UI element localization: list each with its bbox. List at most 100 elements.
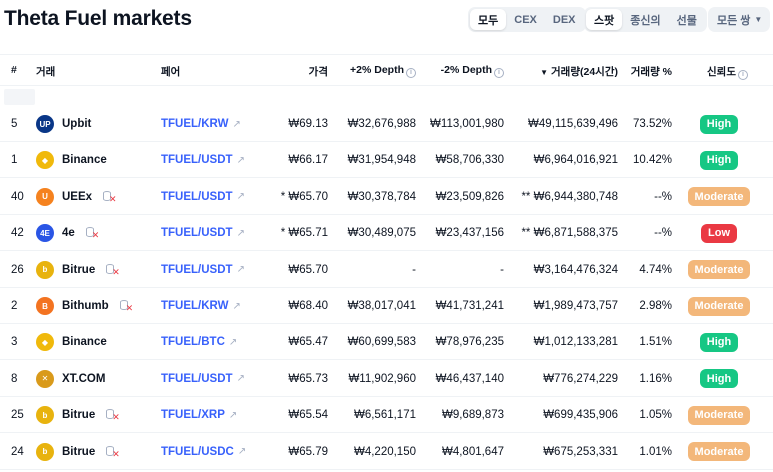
info-icon[interactable]: i	[494, 68, 504, 78]
filter-futures[interactable]: 선물	[676, 14, 697, 27]
trust-badge[interactable]: Moderate	[687, 187, 751, 207]
pair-link[interactable]: TFUEL/USDT ↗	[161, 252, 245, 288]
pair-link[interactable]: TFUEL/USDT ↗	[161, 215, 245, 251]
trust-badge[interactable]: High	[699, 114, 739, 134]
exchange-name[interactable]: UEEx	[62, 190, 93, 203]
row-rank: 1	[11, 154, 18, 167]
filter-cex[interactable]: CEX	[514, 13, 537, 26]
pair-link[interactable]: TFUEL/USDC ↗	[161, 434, 246, 470]
info-icon[interactable]: i	[406, 68, 416, 78]
exchange-name[interactable]: Upbit	[62, 118, 92, 130]
trust-badge[interactable]: Moderate	[687, 405, 751, 425]
header-depth-plus[interactable]: +2% Depth i	[330, 64, 416, 78]
trust-cell: Moderate	[684, 434, 754, 470]
exchange-cell[interactable]: b Bitrue ✕	[36, 397, 120, 433]
data-warning-icon[interactable]: ✕	[105, 445, 120, 459]
depth-minus-cell: ₩4,801,647	[441, 445, 504, 458]
exchange-name[interactable]: XT.COM	[62, 372, 106, 385]
info-icon[interactable]: i	[737, 70, 748, 80]
table-row[interactable]: 2 B Bithumb ✕ TFUEL/KRW ↗ ₩68.40 ₩38,017,041 ₩41…	[0, 288, 773, 324]
exchange-name[interactable]: Bitrue	[62, 263, 96, 276]
table-row[interactable]: 3 ◆ Binance TFUEL/BTC ↗ ₩65.47 ₩60,699,583 ₩78,…	[0, 324, 773, 361]
trust-badge[interactable]: High	[699, 332, 739, 352]
table-row[interactable]: 5 UP Upbit TFUEL/KRW ↗ ₩69.13 ₩32,676,988 ₩113,…	[0, 106, 773, 142]
market-type-toggle: 스팟 종신의 선물	[584, 7, 707, 32]
table-row[interactable]: 26 b Bitrue ✕ TFUEL/USDT ↗ ₩65.70 - - ₩3,164,476,…	[0, 252, 773, 288]
exchange-type-toggle: 모두 CEX DEX	[468, 7, 586, 32]
exchange-name[interactable]: Bithumb	[62, 300, 109, 312]
sort-down-icon: ▼	[540, 68, 549, 77]
header-rank[interactable]: #	[11, 64, 17, 76]
trust-cell: High	[684, 142, 754, 178]
pair-link[interactable]: TFUEL/BTC ↗	[161, 324, 237, 360]
pair-link[interactable]: TFUEL/KRW ↗	[161, 288, 241, 324]
exchange-cell[interactable]: U UEEx ✕	[36, 179, 117, 215]
data-warning-icon[interactable]: ✕	[102, 190, 117, 204]
exchange-name[interactable]: Bitrue	[62, 409, 96, 422]
pair-link[interactable]: TFUEL/USDT ↗	[161, 179, 245, 215]
exchange-cell[interactable]: ◆ Binance	[36, 324, 107, 360]
depth-minus-cell: -	[500, 263, 504, 276]
table-row[interactable]: 42 4E 4e ✕ TFUEL/USDT ↗ * ₩65.71 ₩30,489,075 ₩23…	[0, 215, 773, 252]
header-price[interactable]: 가격	[308, 66, 328, 78]
price-cell: ₩69.13	[288, 118, 328, 130]
pair-link[interactable]: TFUEL/USDT ↗	[161, 142, 245, 178]
volume-cell: ₩776,274,229	[543, 372, 618, 385]
external-link-icon: ↗	[236, 373, 245, 385]
header-volume-pct[interactable]: 거래량 %	[630, 66, 672, 78]
trust-cell: Low	[684, 215, 754, 251]
exchange-name[interactable]: Bitrue	[62, 445, 96, 458]
pair-label: TFUEL/USDT	[161, 263, 233, 276]
exchange-logo: ◆	[36, 333, 54, 352]
header-depth-minus[interactable]: -2% Depth i	[420, 64, 504, 78]
trust-badge[interactable]: High	[699, 150, 739, 170]
data-warning-icon[interactable]: ✕	[105, 263, 120, 277]
exchange-name[interactable]: Binance	[62, 336, 107, 349]
volume-pct-cell: 1.51%	[639, 336, 672, 349]
data-warning-icon[interactable]: ✕	[105, 408, 120, 422]
trust-badge[interactable]: Moderate	[687, 442, 751, 462]
table-row[interactable]: 25 b Bitrue ✕ TFUEL/XRP ↗ ₩65.54 ₩6,561,171 ₩9,6…	[0, 397, 773, 434]
table-row[interactable]: 8 ✕ XT.COM TFUEL/USDT ↗ ₩65.73 ₩11,902,960 ₩46,…	[0, 361, 773, 397]
filter-all[interactable]: 모두	[470, 9, 507, 30]
exchange-cell[interactable]: ◆ Binance	[36, 142, 107, 178]
header-exchange[interactable]: 거래	[36, 66, 56, 78]
trust-badge[interactable]: Moderate	[687, 260, 751, 280]
exchange-name[interactable]: Binance	[62, 154, 107, 167]
header-depth-minus-label: -2% Depth	[440, 64, 492, 76]
exchange-cell[interactable]: b Bitrue ✕	[36, 434, 120, 470]
row-rank: 5	[11, 118, 18, 130]
table-row[interactable]: 40 U UEEx ✕ TFUEL/USDT ↗ * ₩65.70 ₩30,378,784 ₩2…	[0, 179, 773, 215]
header-pair[interactable]: 페어	[161, 66, 181, 78]
external-link-icon: ↗	[237, 446, 247, 458]
pair-link[interactable]: TFUEL/KRW ↗	[161, 106, 241, 142]
exchange-cell[interactable]: UP Upbit	[36, 106, 91, 142]
exchange-cell[interactable]: 4E 4e ✕	[36, 215, 99, 251]
exchange-cell[interactable]: B Bithumb ✕	[36, 288, 133, 324]
trust-badge[interactable]: High	[699, 369, 739, 389]
table-row[interactable]: 1 ◆ Binance TFUEL/USDT ↗ ₩66.17 ₩31,954,948 ₩58…	[0, 142, 773, 179]
trust-badge[interactable]: Moderate	[687, 296, 751, 316]
depth-minus-cell: ₩41,731,241	[435, 300, 504, 312]
trust-badge[interactable]: Low	[701, 223, 737, 243]
external-link-icon: ↗	[236, 154, 245, 166]
data-warning-icon[interactable]: ✕	[85, 226, 99, 240]
volume-pct-cell: --%	[654, 227, 672, 240]
pair-select[interactable]: 모든 쌍 ▼	[708, 7, 770, 32]
filter-spot[interactable]: 스팟	[586, 9, 623, 30]
pair-link[interactable]: TFUEL/USDT ↗	[161, 361, 245, 397]
table-header: # 거래 페어 가격 +2% Depth i -2% Depth i ▼ 거래량(24…	[0, 54, 773, 86]
data-warning-icon[interactable]: ✕	[119, 299, 133, 313]
filter-dex[interactable]: DEX	[552, 13, 576, 26]
filter-perpetual[interactable]: 종신의	[630, 14, 661, 27]
pair-link[interactable]: TFUEL/XRP ↗	[161, 397, 237, 433]
exchange-cell[interactable]: b Bitrue ✕	[36, 252, 120, 288]
exchange-cell[interactable]: ✕ XT.COM	[36, 361, 105, 397]
header-volume[interactable]: ▼ 거래량(24시간)	[506, 64, 618, 79]
depth-plus-cell: ₩11,902,960	[348, 372, 416, 385]
header-trust[interactable]: 신뢰도 i	[707, 64, 748, 80]
exchange-name[interactable]: 4e	[62, 227, 75, 240]
trust-cell: Moderate	[684, 179, 754, 215]
table-row[interactable]: 24 b Bitrue ✕ TFUEL/USDC ↗ ₩65.79 ₩4,220,150 ₩4,…	[0, 434, 773, 470]
depth-plus-cell: ₩6,561,171	[353, 409, 416, 422]
